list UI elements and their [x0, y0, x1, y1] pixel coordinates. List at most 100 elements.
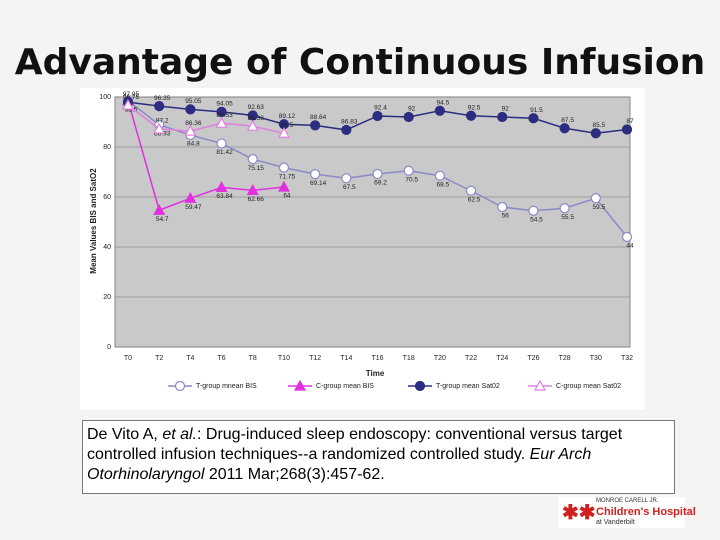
- data-point: [621, 124, 633, 135]
- y-tick-label: 100: [99, 94, 111, 101]
- data-label: 84.8: [187, 141, 200, 148]
- data-point: [372, 110, 383, 122]
- data-point: [247, 154, 258, 165]
- x-tick-label: T14: [340, 355, 352, 362]
- citation-text: 2011 Mar;268(3):457-62.: [204, 466, 385, 483]
- citation-text: : Drug-induced sleep endoscopy: conventi…: [87, 426, 623, 463]
- data-label: 85.5: [592, 122, 605, 129]
- data-point: [153, 204, 166, 215]
- data-point: [246, 119, 259, 131]
- data-point: [414, 380, 426, 392]
- data-label: 59.47: [185, 204, 202, 211]
- legend-label: C-group mean BIS: [316, 383, 374, 390]
- data-point: [434, 105, 445, 116]
- data-label: 63.84: [216, 193, 233, 200]
- x-tick-label: T2: [155, 355, 163, 362]
- data-label: 92.4: [374, 105, 387, 112]
- legend-label: T-group mnean BIS: [196, 383, 257, 390]
- data-label: 54.7: [156, 216, 169, 223]
- x-tick-label: T18: [403, 355, 415, 362]
- data-point: [278, 162, 290, 173]
- citation: De Vito A, et al.: Drug-induced sleep en…: [82, 420, 675, 494]
- data-label: 70.5: [405, 176, 418, 183]
- data-point: [528, 205, 539, 216]
- y-axis-label: Mean Values BIS and SatO2: [89, 168, 98, 274]
- data-label: 89.53: [216, 112, 233, 119]
- data-point: [154, 101, 165, 112]
- data-point: [559, 123, 570, 134]
- data-label: 69.2: [374, 180, 387, 187]
- data-point: [121, 98, 135, 110]
- data-label: 54.5: [530, 216, 543, 223]
- data-label: 55.5: [561, 214, 574, 221]
- data-point: [153, 122, 166, 134]
- x-tick-label: T10: [278, 355, 290, 362]
- x-tick-label: T22: [465, 355, 477, 362]
- chart: Mean Values BIS and SatO2 Time 0 20 40 60 80…: [80, 88, 645, 410]
- data-label: 92.63: [248, 104, 265, 111]
- y-tick-label: 40: [103, 244, 111, 251]
- x-tick-label: T8: [249, 355, 257, 362]
- data-point: [174, 380, 186, 392]
- data-label: 68.5: [437, 181, 450, 188]
- x-tick-label: T28: [559, 355, 571, 362]
- data-label: 88.64: [310, 114, 327, 121]
- x-tick-label: T20: [434, 355, 446, 362]
- data-point: [403, 165, 414, 176]
- data-point: [497, 111, 508, 123]
- data-label: 86.83: [341, 119, 358, 126]
- series-line: [127, 100, 285, 212]
- data-point: [559, 203, 570, 214]
- data-label: 67.5: [343, 184, 356, 191]
- data-label: 59.5: [592, 204, 605, 211]
- data-point: [497, 201, 508, 213]
- data-label: 94.05: [216, 101, 233, 108]
- data-point: [184, 124, 197, 136]
- data-point: [533, 379, 547, 391]
- data-label: 75.15: [248, 165, 265, 172]
- data-label: 92: [502, 106, 510, 113]
- data-point: [215, 116, 228, 128]
- data-label: 71.75: [279, 173, 296, 180]
- data-point: [621, 231, 633, 243]
- data-point: [310, 169, 321, 180]
- data-point: [403, 111, 414, 123]
- data-point: [184, 192, 197, 203]
- logo-text: MONROE CARELL JR.: [596, 498, 659, 504]
- data-point: [246, 184, 259, 195]
- data-label: 92.5: [468, 104, 481, 111]
- citation-text: De Vito A,: [87, 426, 163, 443]
- data-point: [341, 173, 352, 184]
- data-point: [310, 120, 321, 131]
- data-label: 86.36: [185, 120, 202, 127]
- x-tick-label: T0: [124, 355, 132, 362]
- y-tick-label: 80: [103, 144, 111, 151]
- y-tick-label: 0: [107, 344, 111, 351]
- data-label: 94.5: [437, 99, 450, 106]
- data-label: 62.5: [468, 196, 481, 203]
- data-label: 88.93: [154, 130, 171, 137]
- x-tick-label: T32: [621, 355, 633, 362]
- data-point: [216, 138, 227, 149]
- data-point: [465, 110, 477, 121]
- data-point: [590, 193, 601, 204]
- data-label: 85.5: [281, 122, 294, 129]
- data-label: 44: [626, 243, 634, 250]
- x-tick-label: T24: [496, 355, 508, 362]
- data-label: 95.05: [185, 98, 202, 105]
- data-label: 96.35: [154, 95, 171, 102]
- data-point: [247, 110, 258, 121]
- legend-label: T-group mean Sat02: [436, 383, 500, 390]
- data-label: 62.66: [248, 196, 265, 203]
- data-label: 97.95: [123, 91, 140, 98]
- data-point: [293, 379, 307, 391]
- data-label: 96.75: [123, 94, 140, 101]
- citation-text: et al.: [162, 426, 197, 443]
- series-line: [127, 104, 285, 134]
- data-point: [372, 168, 383, 180]
- data-point: [590, 128, 601, 139]
- slide-title: Advantage of Continuous Infusion: [14, 42, 706, 83]
- data-point: [465, 185, 477, 196]
- plot-area: [114, 96, 631, 348]
